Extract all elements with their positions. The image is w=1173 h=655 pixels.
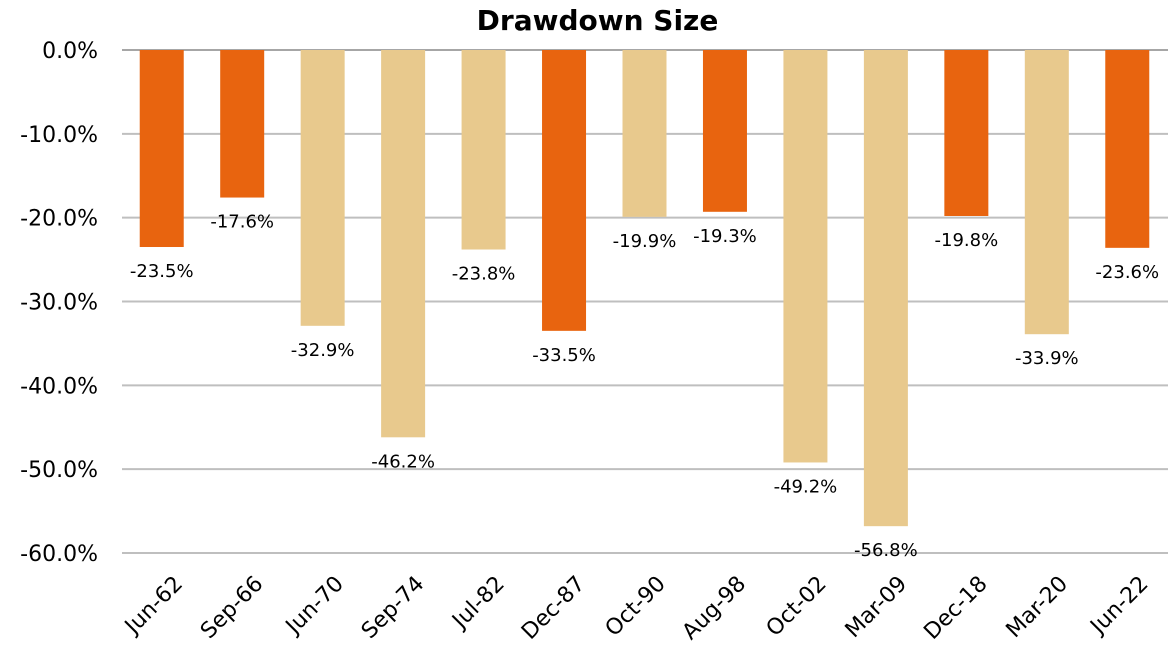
y-tick-label: -30.0% — [20, 291, 98, 316]
y-tick-label: -10.0% — [20, 123, 98, 148]
bar — [381, 50, 426, 438]
bar — [622, 50, 667, 217]
bar — [702, 50, 747, 212]
data-label: -23.5% — [130, 261, 194, 282]
x-tick-label: Jun-70 — [280, 572, 349, 641]
data-label: -56.8% — [854, 540, 918, 561]
data-label: -49.2% — [774, 476, 838, 497]
data-label: -19.3% — [693, 226, 757, 247]
bar — [783, 50, 828, 463]
x-tick-label: Oct-02 — [762, 572, 832, 642]
data-label: -17.6% — [210, 212, 274, 233]
chart-title: Drawdown Size — [476, 4, 719, 37]
x-tick-label: Mar-09 — [841, 572, 912, 643]
y-tick-label: 0.0% — [42, 39, 98, 64]
y-tick-label: -60.0% — [20, 542, 98, 567]
y-tick-label: -20.0% — [20, 207, 98, 232]
bar — [300, 50, 345, 326]
y-tick-label: -40.0% — [20, 374, 98, 399]
x-tick-label: Jun-22 — [1085, 572, 1154, 641]
x-tick-label: Aug-98 — [678, 572, 751, 645]
x-tick-label: Dec-87 — [517, 572, 590, 645]
bar — [944, 50, 989, 216]
x-tick-label: Dec-18 — [919, 572, 992, 645]
data-label: -19.9% — [613, 231, 677, 252]
x-tick-label: Sep-74 — [357, 572, 429, 644]
bar — [863, 50, 908, 527]
data-label: -33.5% — [532, 345, 596, 366]
bar — [1024, 50, 1069, 335]
x-tick-label: Jul-82 — [447, 572, 510, 635]
data-label: -23.8% — [452, 264, 516, 285]
x-tick-label: Jun-62 — [119, 572, 188, 641]
data-label: -33.9% — [1015, 348, 1079, 369]
x-tick-label: Mar-20 — [1002, 572, 1073, 643]
bar — [1105, 50, 1150, 248]
bar — [139, 50, 184, 248]
data-label: -46.2% — [371, 451, 435, 472]
data-label: -23.6% — [1095, 262, 1159, 283]
data-label: -32.9% — [291, 340, 355, 361]
bar — [461, 50, 506, 250]
data-label: -19.8% — [935, 230, 999, 251]
bar — [542, 50, 587, 331]
x-tick-label: Sep-66 — [196, 572, 268, 644]
x-tick-label: Oct-90 — [601, 572, 671, 642]
y-tick-label: -50.0% — [20, 458, 98, 483]
bar — [220, 50, 265, 198]
